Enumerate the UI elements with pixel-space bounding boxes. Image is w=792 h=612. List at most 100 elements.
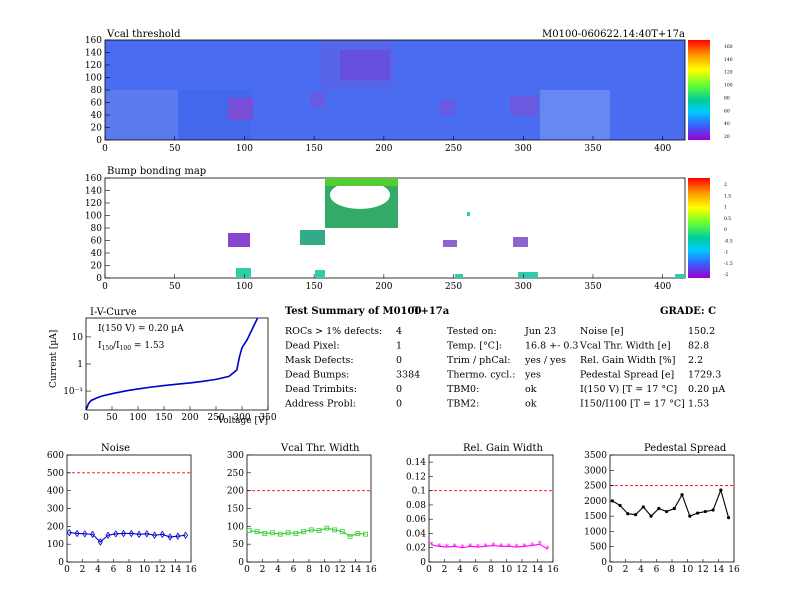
- iv-xtick-label: 150: [155, 413, 172, 423]
- iv-xtick-label: 0: [83, 413, 89, 423]
- small-plot-xtick-label: 16: [365, 565, 377, 575]
- small-plot-xtick-label: 10: [501, 565, 513, 575]
- iv-ylabel: Current [µA]: [49, 330, 59, 388]
- small-plot-point: [113, 530, 119, 538]
- small-plot-point: [355, 531, 361, 536]
- bump-ytick-label: 100: [85, 212, 102, 222]
- summary-col3-label: Rel. Gain Width [%]: [580, 355, 675, 366]
- small-plot-point: *: [522, 542, 526, 551]
- iv-xtick-label: 250: [207, 413, 224, 423]
- small-plot-point: [618, 503, 622, 508]
- small-plot-point: [339, 529, 345, 535]
- small-plot-point: [726, 516, 731, 520]
- small-plot-point: [121, 529, 127, 538]
- iv-annotation-i150: I(150 V) = 0.20 µA: [98, 323, 184, 334]
- small-plot-point: [688, 514, 692, 518]
- iv-ytick-label: 10⁻¹: [63, 387, 83, 397]
- summary-col3-label: Noise [e]: [580, 326, 624, 337]
- summary-col1-label: Dead Pixel:: [285, 341, 340, 352]
- vcal-ytick-label: 20: [91, 124, 103, 134]
- small-plot-point: *: [429, 541, 433, 550]
- small-plot-ytick-label: 100: [47, 540, 64, 550]
- small-plot-xtick-label: 6: [654, 565, 660, 575]
- small-plot-series-line: [249, 527, 366, 537]
- bump-xtick-label: 150: [306, 282, 323, 292]
- bump-palette-label: 1.5: [724, 193, 731, 199]
- small-plot-ytick-label: 200: [227, 487, 244, 497]
- vcal-ytick-label: 40: [91, 111, 103, 121]
- summary-col3-value: 2.2: [688, 355, 703, 366]
- small-plot-frame: [246, 454, 372, 563]
- small-plot-ytick-label: 500: [47, 469, 64, 479]
- vcal-xtick-label: 100: [236, 144, 253, 154]
- vcal-palette-label: 100: [724, 83, 733, 89]
- small-plot-point: [719, 488, 723, 492]
- small-plot-point: [159, 530, 165, 539]
- small-plot-xtick-label: 12: [697, 565, 708, 575]
- vcal-xtick-label: 300: [515, 144, 532, 154]
- small-plot-xtick-label: 10: [319, 565, 331, 575]
- summary-col1-label: Mask Defects:: [285, 355, 354, 366]
- small-plot-ytick-label: 250: [227, 469, 244, 479]
- small-plot-xtick-label: 2: [623, 565, 629, 575]
- vcal-ytick-label: 160: [85, 36, 102, 46]
- small-plot-point: *: [491, 542, 495, 551]
- small-plot-point: [175, 532, 181, 540]
- summary-col2-label: TBM0:: [447, 384, 479, 395]
- bump-palette-label: 0: [724, 227, 727, 233]
- small-plot-ytick-label: 0.08: [406, 501, 426, 511]
- vcal-palette-label: 80: [724, 95, 730, 101]
- small-plot-point: [167, 533, 173, 541]
- summary-col3-label: Pedestal Spread [e]: [580, 370, 674, 381]
- small-plot-point: [262, 531, 268, 536]
- iv-xlabel: Voltage [V]: [217, 416, 268, 426]
- vcal-xtick-label: 350: [584, 144, 601, 154]
- small-plot-point: [695, 511, 700, 515]
- small-plot-point: [308, 527, 314, 533]
- bump-ytick-label: 160: [85, 174, 102, 184]
- bump-xtick-label: 250: [445, 282, 462, 292]
- vcal-palette-label: 140: [724, 57, 733, 63]
- small-plot-title: Pedestal Spread: [644, 443, 727, 454]
- small-plot-xtick-label: 2: [442, 565, 448, 575]
- summary-col3-value: 82.8: [688, 341, 709, 352]
- summary-col3-label: I(150 V) [T = 17 °C]: [580, 384, 677, 395]
- small-plot-xtick-label: 10: [682, 565, 694, 575]
- vcal-ytick-label: 80: [91, 86, 103, 96]
- small-plot-xtick-label: 2: [80, 565, 86, 575]
- bump-xtick-label: 400: [654, 282, 671, 292]
- small-plot-ytick-label: 600: [47, 451, 64, 461]
- bump-ytick-label: 60: [91, 237, 103, 247]
- summary-col1-value: 0: [396, 384, 402, 395]
- summary-col1-value: 3384: [396, 370, 420, 381]
- vcal-palette-label: 20: [724, 134, 730, 140]
- module-header: M0100-060622.14:40T+17a: [542, 29, 685, 40]
- small-plot-xtick-label: 6: [473, 565, 479, 575]
- small-plot-point: [254, 529, 260, 535]
- small-plot-point: [128, 529, 134, 538]
- small-plot-xtick-label: 12: [516, 565, 527, 575]
- small-plot-point: [183, 531, 189, 539]
- small-plot-ytick-label: 3500: [584, 451, 607, 461]
- iv-xtick-label: 200: [181, 413, 198, 423]
- small-plot-ytick-label: 0: [238, 558, 244, 568]
- iv-xtick-label: 100: [129, 413, 146, 423]
- bump-xtick-label: 300: [515, 282, 532, 292]
- small-plot-xtick-label: 6: [111, 565, 117, 575]
- small-plot-point: [66, 528, 72, 537]
- summary-col2-value: yes / yes: [524, 355, 566, 366]
- small-plot-point: *: [515, 543, 519, 552]
- small-plot-frame: [609, 454, 735, 563]
- small-plot-point: [657, 506, 661, 511]
- vcal-xtick-label: 0: [102, 144, 108, 154]
- bump-palette-label: 1: [724, 205, 727, 211]
- small-plot-ytick-label: 3000: [584, 466, 607, 476]
- small-plot-point: [626, 512, 630, 516]
- small-plot-xtick-label: 14: [350, 565, 362, 575]
- summary-col2-value: 16.8 +- 0.3: [525, 341, 578, 352]
- small-plot-ytick-label: 0: [420, 558, 426, 568]
- bump-ytick-label: 120: [85, 199, 102, 209]
- vcal-ytick-label: 60: [91, 99, 103, 109]
- vcal-ytick-label: 120: [85, 61, 102, 71]
- summary-col1-label: Address Probl:: [284, 399, 356, 410]
